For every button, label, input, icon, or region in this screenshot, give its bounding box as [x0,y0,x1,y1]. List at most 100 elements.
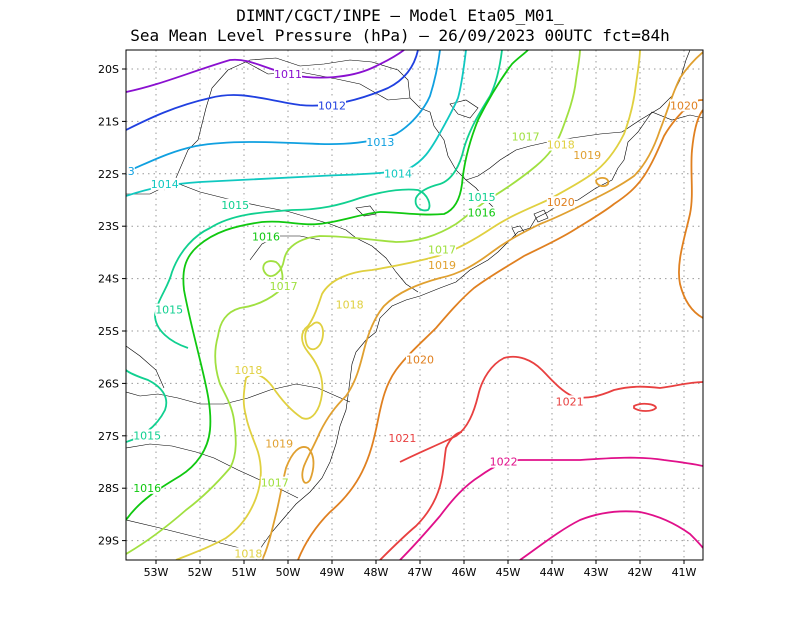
border-pr-sc [126,383,351,405]
isobar-label-bg [234,547,263,560]
isobar-label-bg [221,198,250,211]
isobar-label-bg [133,481,162,494]
lat-tick-label: 22S [98,168,119,181]
lon-tick-label: 46W [452,566,477,579]
lon-tick-label: 44W [540,566,565,579]
lon-tick-label: 50W [276,566,301,579]
isobar-1020 [297,99,703,560]
chart-title-line1: DIMNT/CGCT/INPE – Model Eta05_M01_ [236,6,564,25]
isobar-label-bg [133,429,162,442]
reservoir [355,205,377,217]
political-borders [126,50,703,560]
isobar-label-bg [252,230,280,243]
isobar-labels: 1011 1012 1013 1013 1014 1014 1015 1015 1015 1015… [107,67,698,560]
isobar-label: 1015 [221,199,249,212]
isobar-label-bg [511,130,540,143]
isobar-label-bg [260,476,289,489]
isobar-label-bg [384,167,412,180]
isobar-label: 1015 [468,191,496,204]
isobar-1019 [261,51,703,560]
isobar-label: 1017 [261,477,289,490]
lon-tick-label: 49W [320,566,345,579]
isobars [126,50,703,560]
isobar-label-bg [388,432,417,445]
isobar-label: 1020 [670,99,698,112]
lat-tick-label: 28S [98,482,119,495]
lat-tick-label: 25S [98,325,119,338]
isobar-1017 [126,50,581,555]
lon-tick-label: 47W [408,566,433,579]
isobar-label: 1022 [490,456,518,469]
coastline [255,111,703,560]
lakes-ne [449,99,479,119]
isobar-label: 1018 [547,139,575,152]
isobar-label: 1014 [151,178,179,191]
isobar-label-bg [335,298,364,311]
isobar-label: 1021 [556,395,584,408]
isobar-label-bg [670,99,698,112]
lat-tick-label: 21S [98,115,119,128]
isobar-label-bg [555,395,584,408]
isobar-label: 1015 [155,304,183,317]
map-frame [125,49,704,561]
isobar-label: 1019 [573,149,601,162]
isobar-label-bg [150,177,179,190]
isobar-label-bg [489,455,518,468]
lat-tick-label: 27S [98,430,119,443]
isobar-label: 1017 [270,280,298,293]
isobar-label: 1012 [318,99,346,112]
isobar-1015 [154,50,503,349]
border-argentina [126,345,165,389]
border-mg-sp [245,61,411,101]
lat-tick-label: 20S [98,63,119,76]
isobar-1011 [126,50,405,93]
isobar-label: 1016 [468,207,496,220]
border-mg-es [621,50,691,133]
isobar-label: 1015 [133,429,161,442]
isobar-label-bg [234,363,263,376]
isobar-label: 1016 [133,482,161,495]
isobar-label: 1016 [252,230,280,243]
isobar-1019 [595,177,610,187]
lat-tick-label: 24S [98,273,119,286]
lon-tick-label: 53W [144,566,169,579]
isobar-label: 1018 [234,364,262,377]
isobar-label-bg [467,206,496,219]
isobar-label-bg [269,280,298,293]
isobar-1013 [126,50,441,173]
isobar-1020 [678,109,703,319]
lat-lon-grid [126,50,703,560]
lon-tick-label: 51W [232,566,257,579]
lat-tick-label: 23S [98,220,119,233]
island-1 [511,225,525,237]
isobar-label-bg [428,243,456,256]
lon-tick-label: 48W [364,566,389,579]
island-2 [533,209,549,223]
isobar-label-bg [318,99,346,112]
isobar-1016 [126,50,529,521]
isobar-label: 1018 [234,547,262,560]
isobar-label-bg [428,259,456,272]
border-ms-sp [163,69,229,191]
lat-tick-label: 29S [98,535,119,548]
lon-tick-label: 45W [496,566,521,579]
chart-title-line2: Sea Mean Level Pressure (hPa) – 26/09/20… [130,26,670,45]
isobar-label: 1019 [428,259,456,272]
isobar-label: 1013 [366,136,394,149]
isobar-label-bg [366,135,395,148]
isobar-label: 1019 [265,437,293,450]
axis-ticks: 53W 52W 51W 50W 49W 48W 47W 46W 45W 44W 43W 42W 41W 2… [98,63,697,579]
isobar-label-bg [573,149,602,162]
lon-tick-label: 41W [672,566,697,579]
isobar-label-bg [546,138,575,151]
isobar-label: 1018 [336,298,364,311]
isobar-label-bg [546,196,575,209]
isobar-label: 1014 [384,167,412,180]
isobar-label: 1020 [406,353,434,366]
isobar-1022 [399,456,703,560]
isobar-1021 [399,355,703,463]
border-north-1 [227,57,431,113]
isobar-label: 1013 [107,165,135,178]
isobar-1018 [304,321,324,351]
